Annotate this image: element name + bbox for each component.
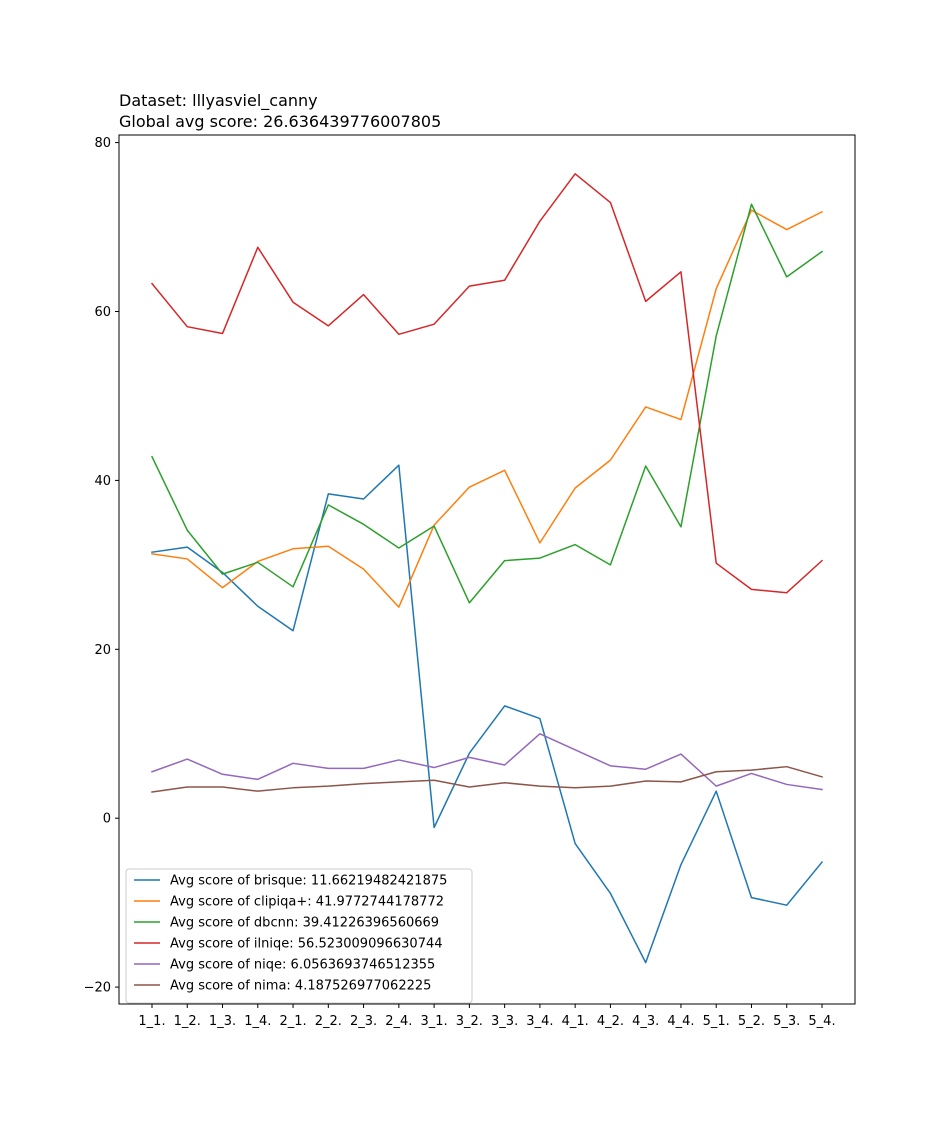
legend-box xyxy=(125,868,473,1004)
x-tick-label-4: 2_1. xyxy=(279,1014,306,1029)
plot-frame xyxy=(118,134,856,1005)
legend-label-1: Avg score of clipiqa+: 41.9772744178772 xyxy=(170,895,444,910)
x-tick-label-13: 4_2. xyxy=(597,1014,624,1029)
x-tick-label-1: 1_2. xyxy=(174,1014,201,1029)
legend-label-2: Avg score of dbcnn: 39.41226396560669 xyxy=(170,916,439,931)
y-tick-label-2: 20 xyxy=(94,643,111,658)
y-tick-label-1: 0 xyxy=(103,812,111,827)
x-tick-label-0: 1_1. xyxy=(138,1014,165,1029)
x-tick-label-14: 4_3. xyxy=(632,1014,659,1029)
y-tick-label-0: −20 xyxy=(84,981,111,996)
series-layer xyxy=(150,173,824,964)
chart-title-line-2: Global avg score: 26.636439776007805 xyxy=(119,112,441,131)
x-tick-label-7: 2_4. xyxy=(385,1014,412,1029)
plot-border xyxy=(118,134,856,1005)
y-tick-label-4: 60 xyxy=(94,305,111,320)
series-line-0 xyxy=(151,464,824,964)
x-tick-label-15: 4_4. xyxy=(667,1014,694,1029)
x-tick-label-8: 3_1. xyxy=(421,1014,448,1029)
legend-label-0: Avg score of brisque: 11.66219482421875 xyxy=(170,874,447,889)
x-tick-label-11: 3_4. xyxy=(526,1014,553,1029)
x-tick-label-18: 5_3. xyxy=(773,1014,800,1029)
x-tick-label-9: 3_2. xyxy=(456,1014,483,1029)
x-tick-label-3: 1_4. xyxy=(244,1014,271,1029)
x-tick-label-16: 5_1. xyxy=(703,1014,730,1029)
y-tick-label-3: 40 xyxy=(94,474,111,489)
y-tick-label-5: 80 xyxy=(94,136,111,151)
plot-background xyxy=(119,135,855,1004)
x-tick-label-12: 4_1. xyxy=(562,1014,589,1029)
legend-label-5: Avg score of nima: 4.187526977062225 xyxy=(170,979,431,994)
series-line-4 xyxy=(151,733,823,791)
series-line-1 xyxy=(151,209,824,608)
legend-label-4: Avg score of niqe: 6.0563693746512355 xyxy=(170,958,435,973)
x-tick-label-17: 5_2. xyxy=(738,1014,765,1029)
series-line-3 xyxy=(150,173,824,594)
plot-area xyxy=(119,135,855,1004)
series-line-2 xyxy=(150,203,824,604)
x-tick-label-10: 3_3. xyxy=(491,1014,518,1029)
series-line-5 xyxy=(151,765,823,793)
x-axis: 1_1. 1_2. 1_3. 1_4. 2_1. 2_2. 2_3. 2_4. 3_1. 3_2.… xyxy=(138,1004,836,1029)
x-tick-label-5: 2_2. xyxy=(315,1014,342,1029)
chart-title-line-1: Dataset: lllyasviel_canny xyxy=(119,91,318,111)
x-tick-label-2: 1_3. xyxy=(209,1014,236,1029)
legend: Avg score of brisque: 11.66219482421875 A… xyxy=(125,868,473,1004)
y-axis: −20 0 20 40 60 80 xyxy=(84,136,119,996)
x-tick-label-19: 5_4. xyxy=(808,1014,835,1029)
x-tick-label-6: 2_3. xyxy=(350,1014,377,1029)
legend-label-3: Avg score of ilniqe: 56.523009096630744 xyxy=(170,937,443,952)
